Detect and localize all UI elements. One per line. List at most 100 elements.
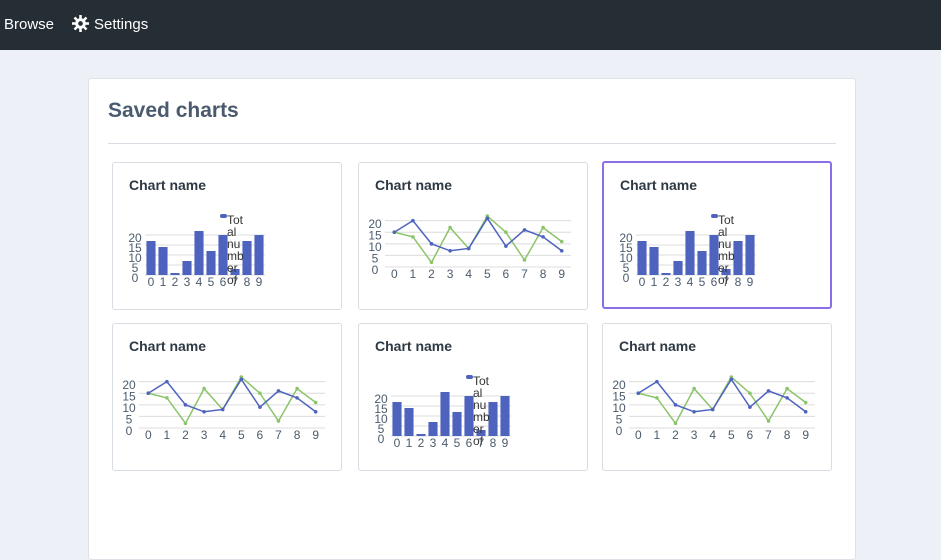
y-tick-label: 5 bbox=[616, 413, 623, 427]
x-tick-label: 2 bbox=[172, 275, 179, 289]
point bbox=[411, 235, 415, 239]
point bbox=[183, 421, 188, 426]
point bbox=[448, 248, 452, 253]
x-tick-label: 6 bbox=[503, 267, 510, 281]
y-tick-label: 0 bbox=[378, 432, 385, 446]
x-tick-label: 1 bbox=[406, 436, 413, 450]
x-tick-label: 8 bbox=[244, 275, 251, 289]
x-tick-label: 7 bbox=[521, 267, 528, 281]
bar bbox=[428, 422, 438, 436]
point bbox=[313, 400, 318, 405]
point bbox=[673, 403, 678, 407]
bar bbox=[500, 396, 510, 436]
point bbox=[276, 389, 281, 393]
x-tick-label: 4 bbox=[196, 275, 203, 289]
point bbox=[766, 419, 771, 423]
x-tick-label: 8 bbox=[294, 428, 301, 442]
chart-card[interactable]: Chart name 0 5 10 15 20 0 1 2 3 4 5 6 7 8 9 Total number… bbox=[112, 162, 342, 310]
y-tick-label: 20 bbox=[122, 378, 136, 392]
nav-bar: Browse Settings bbox=[0, 0, 941, 50]
x-tick-label: 6 bbox=[711, 275, 718, 289]
x-tick-label: 7 bbox=[765, 428, 772, 442]
point bbox=[785, 396, 789, 400]
x-tick-label: 5 bbox=[699, 275, 706, 289]
x-tick-label: 7 bbox=[478, 436, 485, 450]
bar bbox=[673, 261, 683, 275]
point bbox=[146, 391, 151, 396]
chart-card[interactable]: Chart name 0 5 10 15 20 0 1 2 3 4 5 6 7 8 9 Total number… bbox=[602, 161, 832, 309]
chart-card[interactable]: Chart name 0 5 10 15 20 0 1 2 3 4 5 6 7 8 9 bbox=[602, 323, 832, 471]
x-tick-label: 4 bbox=[442, 436, 449, 450]
x-tick-label: 1 bbox=[164, 428, 171, 442]
y-tick-label: 10 bbox=[128, 251, 142, 265]
x-tick-label: 2 bbox=[663, 275, 670, 289]
bar bbox=[685, 231, 695, 275]
y-tick-label: 15 bbox=[368, 228, 382, 242]
x-tick-label: 0 bbox=[391, 267, 398, 281]
x-tick-label: 1 bbox=[651, 275, 658, 289]
chart-card[interactable]: Chart name 0 5 10 15 20 0 1 2 3 4 5 6 7 8 9 Total number… bbox=[358, 323, 588, 471]
x-tick-label: 0 bbox=[394, 436, 401, 450]
legend-label: Total number of bbox=[227, 213, 244, 287]
y-tick-label: 10 bbox=[612, 401, 626, 415]
point bbox=[803, 409, 808, 414]
x-tick-label: 3 bbox=[201, 428, 208, 442]
point bbox=[466, 246, 471, 251]
bar bbox=[146, 241, 156, 275]
bar bbox=[745, 235, 755, 275]
bar bbox=[158, 247, 168, 275]
point bbox=[504, 244, 508, 248]
point bbox=[522, 228, 527, 232]
divider bbox=[108, 143, 836, 144]
line bbox=[393, 216, 563, 252]
point bbox=[429, 260, 434, 265]
x-tick-label: 4 bbox=[219, 428, 226, 442]
x-tick-label: 4 bbox=[709, 428, 716, 442]
chart-card[interactable]: Chart name 0 5 10 15 20 0 1 2 3 4 5 6 7 8 9 bbox=[112, 323, 342, 471]
line bbox=[637, 377, 807, 413]
bar bbox=[218, 235, 228, 275]
x-tick-label: 5 bbox=[484, 267, 491, 281]
x-tick-label: 8 bbox=[540, 267, 547, 281]
x-tick-label: 2 bbox=[182, 428, 189, 442]
y-tick-label: 15 bbox=[128, 241, 142, 255]
nav-browse[interactable]: Browse bbox=[4, 16, 55, 33]
point bbox=[673, 421, 678, 426]
y-tick-label: 5 bbox=[378, 422, 385, 436]
x-tick-label: 4 bbox=[465, 267, 472, 281]
bar bbox=[230, 269, 240, 275]
point bbox=[295, 396, 299, 400]
y-tick-label: 20 bbox=[128, 231, 142, 245]
x-tick-label: 2 bbox=[672, 428, 679, 442]
point bbox=[541, 235, 545, 239]
x-tick-label: 8 bbox=[735, 275, 742, 289]
point bbox=[448, 225, 452, 230]
y-tick-label: 20 bbox=[374, 392, 388, 406]
point bbox=[183, 403, 188, 407]
point bbox=[411, 218, 415, 223]
card-title: Chart name bbox=[375, 177, 453, 193]
x-tick-label: 3 bbox=[691, 428, 698, 442]
point bbox=[692, 409, 696, 414]
point bbox=[655, 379, 659, 384]
x-tick-label: 6 bbox=[220, 275, 227, 289]
point bbox=[766, 389, 771, 393]
x-tick-label: 5 bbox=[728, 428, 735, 442]
point bbox=[239, 377, 244, 382]
legend-swatch bbox=[466, 375, 473, 379]
x-tick-label: 7 bbox=[232, 275, 239, 289]
x-tick-label: 3 bbox=[447, 267, 454, 281]
y-tick-label: 0 bbox=[623, 271, 630, 285]
nav-settings[interactable]: Settings bbox=[94, 16, 149, 33]
x-tick-label: 6 bbox=[747, 428, 754, 442]
x-tick-label: 8 bbox=[784, 428, 791, 442]
panel: Saved charts Chart name 0 5 10 15 20 0 1 2 3 4 5 6 7 8… bbox=[88, 78, 856, 560]
point bbox=[295, 386, 299, 391]
bar bbox=[733, 241, 743, 275]
legend-label: Total number of bbox=[473, 374, 490, 448]
x-tick-label: 1 bbox=[410, 267, 417, 281]
chart-card[interactable]: Chart name 0 5 10 15 20 0 1 2 3 4 5 6 7 8 9 bbox=[358, 162, 588, 310]
x-tick-label: 3 bbox=[675, 275, 682, 289]
